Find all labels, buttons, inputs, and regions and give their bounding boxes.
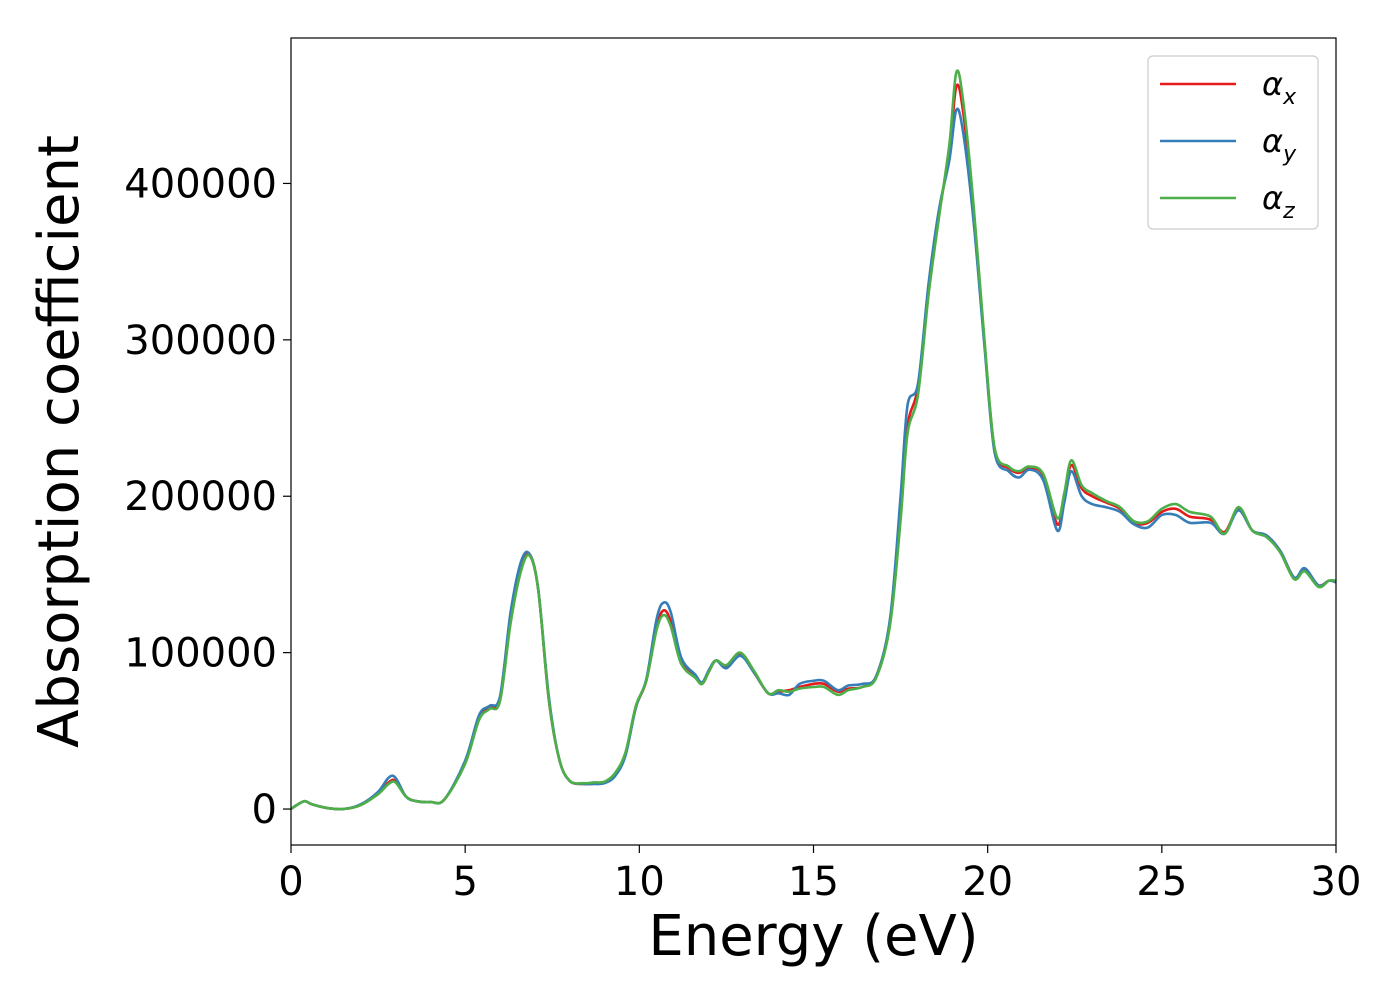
y-axis: 0 100000 200000 300000 400000 [124,161,291,833]
x-tick-label: 20 [962,859,1013,905]
x-tick-label: 0 [278,859,303,905]
x-tick-label: 15 [788,859,839,905]
x-tick-label: 5 [452,859,477,905]
x-tick-label: 10 [614,859,665,905]
plot-lines [291,69,1336,811]
x-tick-label: 25 [1136,859,1187,905]
x-axis-title: Energy (eV) [648,904,978,969]
y-tick-label: 400000 [124,161,277,207]
x-tick-label: 30 [1311,859,1362,905]
legend-label-alpha-y: αy [1262,122,1297,167]
series-line-alpha-z [291,69,1336,811]
y-axis-title: Absorption coefficient [27,135,92,748]
series-line-alpha-y [291,107,1336,811]
y-tick-label: 0 [252,787,277,833]
y-tick-label: 100000 [124,631,277,677]
legend-box [1147,55,1319,230]
x-axis: 0 5 10 15 20 25 30 [278,845,1361,905]
legend-label-alpha-z: αz [1262,179,1295,224]
legend: αx αy αz [1147,55,1319,230]
y-tick-label: 200000 [124,474,277,520]
legend-label-alpha-x: αx [1262,65,1297,110]
y-tick-label: 300000 [124,318,277,364]
